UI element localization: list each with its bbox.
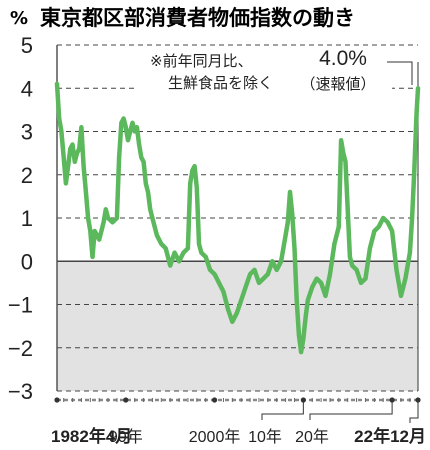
value-callout-background — [300, 46, 390, 68]
y-tick-label: −2 — [8, 336, 33, 361]
y-tick-label: −1 — [8, 293, 33, 318]
x-major-tick — [211, 397, 218, 403]
last-value-label: 4.0% — [319, 47, 367, 70]
callout-leader-line — [387, 61, 413, 85]
x-tick-label: 20年 — [295, 428, 329, 446]
last-value-note: （速報値） — [300, 75, 375, 93]
x-tick-label: 1982年4月 — [51, 426, 132, 446]
x-tick-label: 2000年 — [189, 428, 241, 446]
y-unit-label: % — [10, 8, 28, 29]
x-tick-label: 90年 — [109, 428, 143, 446]
y-tick-label: 3 — [21, 120, 33, 145]
note-text: ※前年同月比、 — [150, 52, 253, 70]
x-major-tick — [123, 397, 129, 403]
chart-title: 東京都区部消費者物価指数の動き — [40, 6, 355, 30]
y-tick-label: 2 — [21, 163, 33, 188]
negative-area-background — [57, 261, 418, 391]
y-tick-label: 0 — [21, 249, 33, 274]
note-text: 生鮮食品を除く — [168, 74, 273, 92]
x-tick-label: 10年 — [248, 428, 282, 446]
leader-line — [409, 400, 419, 423]
y-tick-label: 1 — [21, 206, 33, 231]
leader-line — [261, 400, 304, 420]
y-tick-label: 5 — [21, 33, 33, 58]
y-tick-label: 4 — [21, 76, 33, 101]
y-tick-label: −3 — [8, 379, 33, 404]
leader-line — [309, 400, 393, 420]
cpi-line — [54, 81, 421, 355]
x-tick-label: 22年12月 — [354, 426, 426, 446]
x-major-tick — [54, 397, 60, 403]
